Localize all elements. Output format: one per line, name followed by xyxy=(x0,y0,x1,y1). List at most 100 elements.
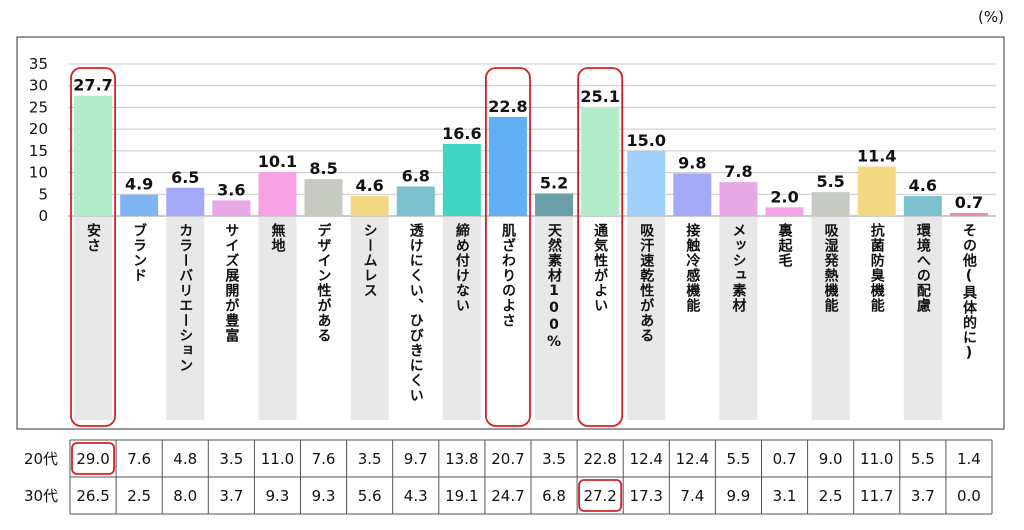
category-label: 接触冷感機能 xyxy=(684,223,701,313)
table-cell: 8.0 xyxy=(173,486,198,505)
category-label: 締め付けない xyxy=(453,223,470,313)
table-cell: 3.5 xyxy=(219,449,244,468)
data-label: 4.6 xyxy=(355,176,383,195)
table-cell: 12.4 xyxy=(629,449,663,468)
table-cell: 20.7 xyxy=(491,449,525,468)
table-cell: 9.9 xyxy=(726,486,751,505)
bar xyxy=(765,207,804,216)
bar xyxy=(350,196,389,216)
category-band xyxy=(903,217,942,420)
data-label: 0.7 xyxy=(955,193,983,212)
table-row-label: 30代 xyxy=(23,487,59,505)
unit-label: (%) xyxy=(978,8,1004,26)
y-tick-label: 30 xyxy=(29,77,48,95)
table-cell: 0.0 xyxy=(957,486,981,505)
table-cell: 17.3 xyxy=(629,486,663,505)
bar xyxy=(903,196,942,216)
category-label: メッシュ素材 xyxy=(730,223,747,313)
table-cell: 27.2 xyxy=(583,486,617,505)
category-label: 肌ざわりのよさ xyxy=(499,223,516,328)
table-cell: 9.7 xyxy=(403,449,428,468)
highlight-box xyxy=(70,67,116,427)
table-cell: 3.1 xyxy=(772,486,797,505)
table-cell: 26.5 xyxy=(76,486,110,505)
category-band xyxy=(442,217,481,420)
bar xyxy=(811,192,850,216)
category-label: 環境への配慮 xyxy=(914,223,931,313)
table-cell: 5.6 xyxy=(357,486,382,505)
category-label: 天然素材100% xyxy=(546,223,563,351)
data-label: 25.1 xyxy=(580,87,619,106)
table-cell: 5.5 xyxy=(910,449,935,468)
highlight-box xyxy=(484,67,531,427)
data-label: 8.5 xyxy=(309,159,337,178)
category-band xyxy=(811,217,850,420)
table-cell: 2.5 xyxy=(127,486,152,505)
data-label: 9.8 xyxy=(678,153,706,172)
category-label: 安さ xyxy=(85,223,102,253)
category-label: 吸湿発熱機能 xyxy=(822,223,839,313)
bar xyxy=(396,186,435,216)
bar xyxy=(627,150,666,216)
data-label: 27.7 xyxy=(73,76,112,95)
table-cell: 7.6 xyxy=(127,449,152,468)
category-label: ブランド xyxy=(131,223,148,283)
category-band xyxy=(166,217,205,420)
table-cell: 19.1 xyxy=(445,486,479,505)
category-label: カラーバリエーション xyxy=(177,223,194,373)
bar xyxy=(949,212,988,216)
table-cell: 3.7 xyxy=(910,486,935,505)
table-cell: 0.7 xyxy=(772,449,797,468)
y-tick-label: 20 xyxy=(29,120,48,138)
bar xyxy=(212,200,251,216)
y-tick-label: 15 xyxy=(29,142,48,160)
table-cell: 24.7 xyxy=(491,486,525,505)
category-band xyxy=(350,217,389,420)
y-tick-label: 5 xyxy=(38,185,48,203)
data-label: 6.8 xyxy=(402,166,430,185)
bar xyxy=(442,143,481,216)
table-cell: 9.3 xyxy=(265,486,290,505)
table-cell: 13.8 xyxy=(445,449,479,468)
data-label: 16.6 xyxy=(442,124,481,143)
table-cell: 2.5 xyxy=(818,486,843,505)
bar xyxy=(488,116,527,216)
data-label: 7.8 xyxy=(724,162,752,181)
bar xyxy=(74,95,113,216)
bar xyxy=(719,182,758,216)
category-band xyxy=(719,217,758,420)
data-label: 15.0 xyxy=(627,131,666,150)
category-label: 裏起毛 xyxy=(776,223,793,268)
table-cell: 3.5 xyxy=(357,449,382,468)
category-band xyxy=(74,217,113,420)
category-label: デザイン性がある xyxy=(315,223,332,343)
data-label: 4.6 xyxy=(909,176,937,195)
data-label: 11.4 xyxy=(857,146,896,165)
category-band xyxy=(258,217,297,420)
category-label: 通気性がよい xyxy=(592,223,609,313)
table-cell: 3.5 xyxy=(542,449,566,468)
highlight-box xyxy=(577,67,624,427)
table-cell: 7.4 xyxy=(680,486,705,505)
table-cell: 29.0 xyxy=(76,449,110,468)
data-label: 6.5 xyxy=(171,168,199,187)
category-label: サイズ展開が豊富 xyxy=(223,223,240,343)
data-label: 4.9 xyxy=(125,175,153,194)
y-tick-label: 0 xyxy=(38,207,48,225)
table-cell: 1.4 xyxy=(957,449,981,468)
bar xyxy=(581,106,620,216)
bar xyxy=(857,166,896,216)
table-cell: 9.0 xyxy=(818,449,843,468)
bar xyxy=(166,187,205,216)
category-label: 無地 xyxy=(269,223,286,253)
bar xyxy=(673,173,712,216)
data-label: 22.8 xyxy=(488,97,527,116)
plot-frame xyxy=(16,36,1005,430)
bar xyxy=(535,193,574,216)
category-band xyxy=(627,217,666,420)
data-label: 3.6 xyxy=(217,180,245,199)
category-label: 抗菌防臭機能 xyxy=(868,223,885,313)
data-label: 10.1 xyxy=(258,152,297,171)
category-label: 吸汗速乾性がある xyxy=(638,223,655,343)
